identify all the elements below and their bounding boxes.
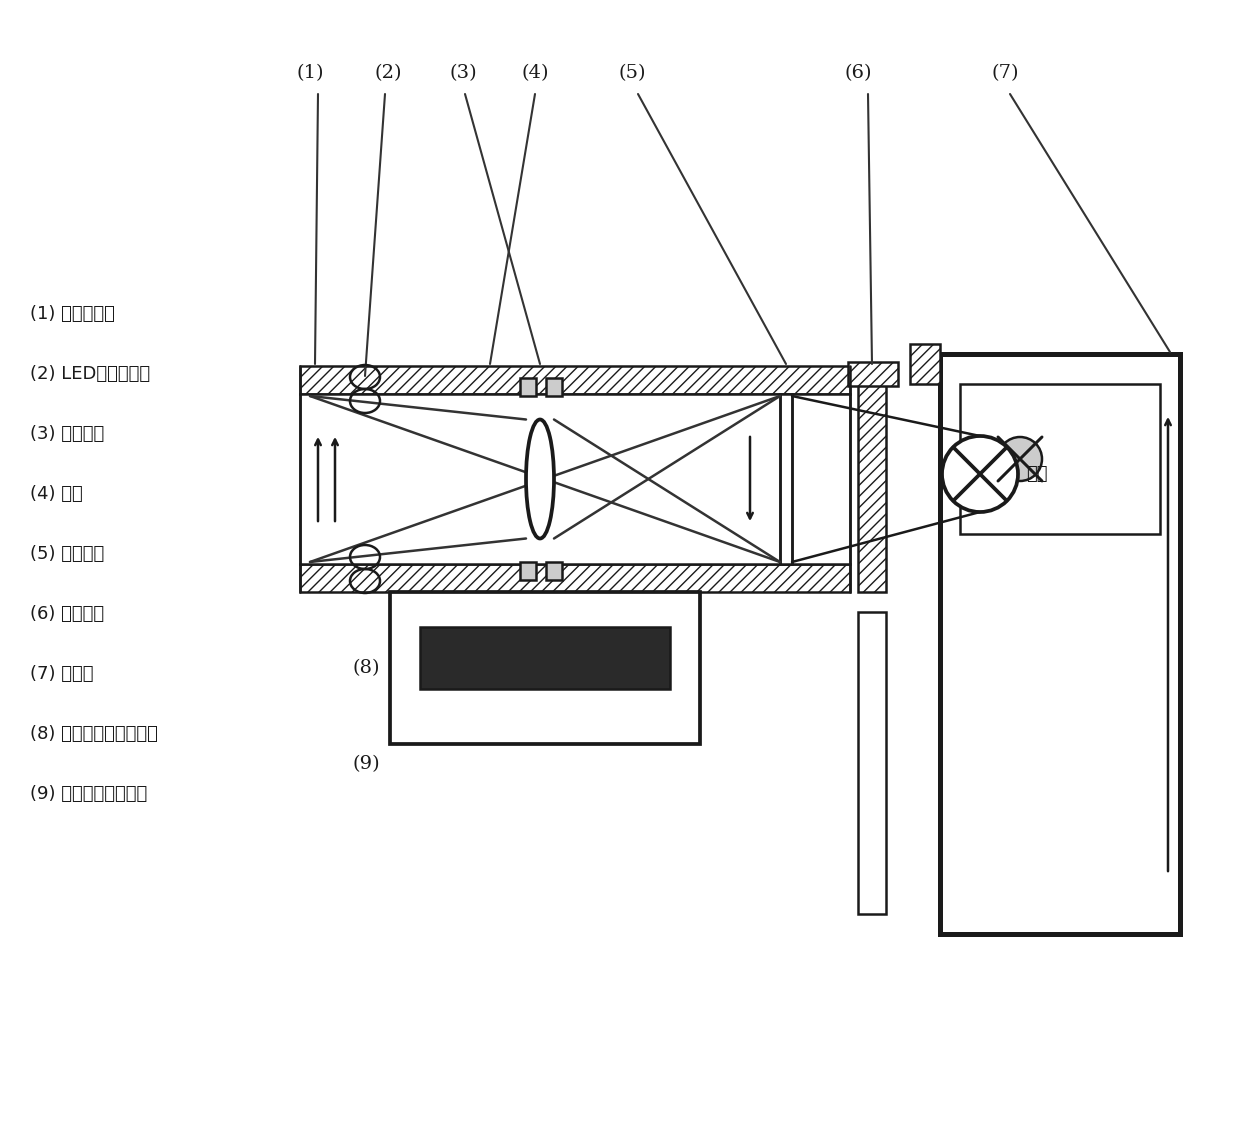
Circle shape: [998, 437, 1042, 481]
Ellipse shape: [526, 420, 554, 539]
Bar: [780, 393, 792, 564]
Bar: [391, 592, 701, 744]
Bar: [546, 378, 562, 396]
Text: (3): (3): [449, 64, 477, 82]
Text: 镜头: 镜头: [1025, 465, 1048, 483]
Text: (9): (9): [352, 755, 379, 773]
Text: (5) 呈像板・: (5) 呈像板・: [30, 545, 104, 562]
Text: (8) 附加镜蓝牙传输器・: (8) 附加镜蓝牙传输器・: [30, 725, 157, 743]
Bar: [960, 384, 1159, 534]
Text: (9) 手机蓝牙传输器・: (9) 手机蓝牙传输器・: [30, 785, 148, 803]
Text: (3) 前置透镜: (3) 前置透镜: [30, 425, 104, 443]
Bar: [520, 562, 536, 579]
Bar: [858, 366, 887, 592]
Bar: [300, 564, 849, 592]
Text: (1): (1): [296, 64, 324, 82]
Text: (2): (2): [374, 64, 402, 82]
Text: (7) 手机・: (7) 手机・: [30, 665, 93, 683]
Circle shape: [942, 435, 1018, 511]
Bar: [420, 627, 670, 689]
Text: (5): (5): [619, 64, 646, 82]
Bar: [910, 344, 940, 384]
Text: (1) 虹膜物象・: (1) 虹膜物象・: [30, 305, 115, 323]
Text: (6) 连接器・: (6) 连接器・: [30, 606, 104, 623]
Text: (2) LED照明光源・: (2) LED照明光源・: [30, 365, 150, 383]
Bar: [520, 378, 536, 396]
Text: (4) 镜筒: (4) 镜筒: [30, 485, 83, 503]
Bar: [546, 562, 562, 579]
Bar: [858, 612, 887, 914]
Bar: [300, 393, 849, 564]
Bar: [848, 362, 898, 386]
Text: (6): (6): [844, 64, 872, 82]
Text: (7): (7): [991, 64, 1019, 82]
Bar: [300, 366, 849, 393]
Bar: [940, 354, 1180, 934]
Text: (8): (8): [352, 659, 379, 677]
Text: (4): (4): [521, 64, 549, 82]
